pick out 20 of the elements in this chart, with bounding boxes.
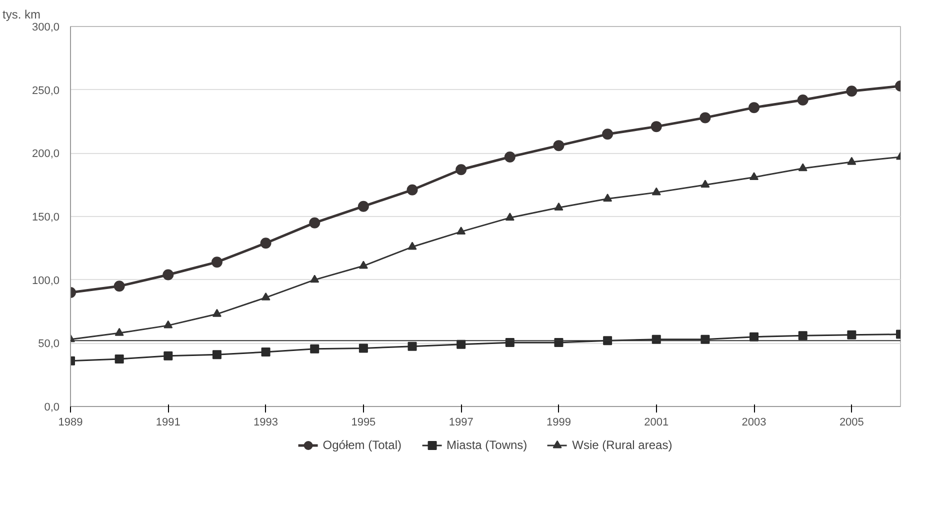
legend-label: Miasta (Towns): [446, 438, 528, 452]
x-tick-label: 2005: [839, 416, 864, 428]
y-tick-label: 200,0: [32, 148, 60, 160]
legend-label: Ogółem (Total): [322, 438, 402, 452]
x-tick-label: 2001: [644, 416, 669, 428]
legend-label: Wsie (Rural areas): [572, 438, 672, 452]
x-tick-label: 1993: [254, 416, 278, 428]
y-tick-label: 50,0: [38, 338, 60, 350]
x-tick-label: 2003: [742, 416, 766, 428]
x-tick-label: 1991: [156, 416, 180, 428]
x-tick-label: 1999: [546, 416, 571, 428]
y-axis-title: tys. km: [2, 8, 40, 22]
x-tick-label: 1995: [351, 416, 376, 428]
y-tick-label: 100,0: [32, 274, 60, 287]
y-tick-label: 300,0: [32, 22, 60, 34]
x-tick-label: 1989: [58, 416, 83, 428]
x-tick-label: 1997: [448, 416, 474, 428]
y-tick-label: 150,0: [32, 212, 60, 224]
y-tick-label: 0,0: [44, 402, 60, 414]
y-tick-label: 250,0: [32, 84, 60, 97]
